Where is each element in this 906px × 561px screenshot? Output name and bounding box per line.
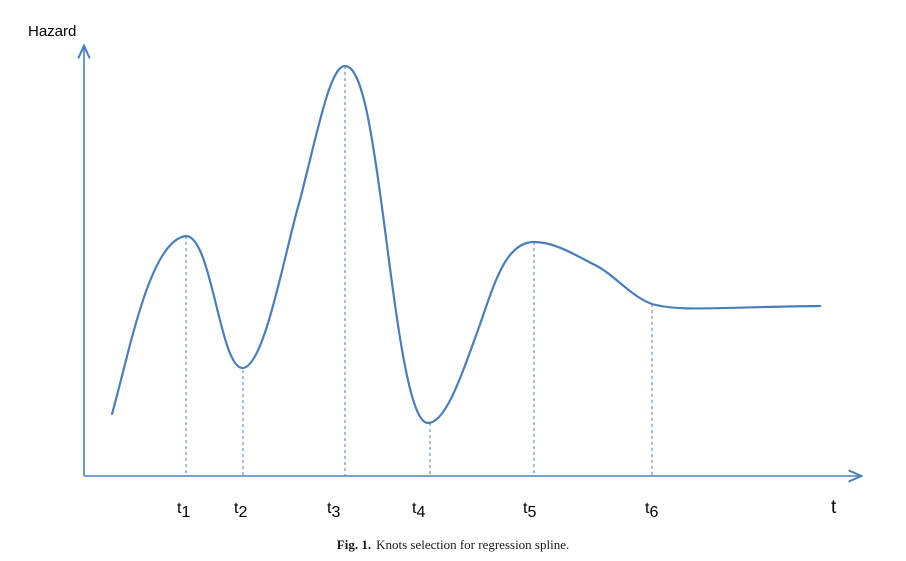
- diagram-canvas: Hazard t t1 t2 t3 t4 t5 t6: [28, 23, 906, 521]
- caption-label: Fig. 1.: [336, 537, 372, 552]
- x-axis-label: t: [831, 497, 837, 518]
- knot-label-t5: t5: [523, 500, 536, 521]
- caption-text: Knots selection for regression spline.: [376, 537, 570, 552]
- knot-label-t6: t6: [645, 500, 658, 521]
- knot-label-t2: t2: [234, 500, 247, 521]
- knot-label-t4: t4: [412, 500, 425, 521]
- y-axis-label: Hazard: [28, 23, 76, 40]
- figure-caption: Fig. 1. Knots selection for regression sp…: [0, 537, 906, 553]
- hazard-curve: [110, 64, 822, 425]
- knot-label-t3: t3: [327, 500, 340, 521]
- knot-label-t1: t1: [177, 500, 190, 521]
